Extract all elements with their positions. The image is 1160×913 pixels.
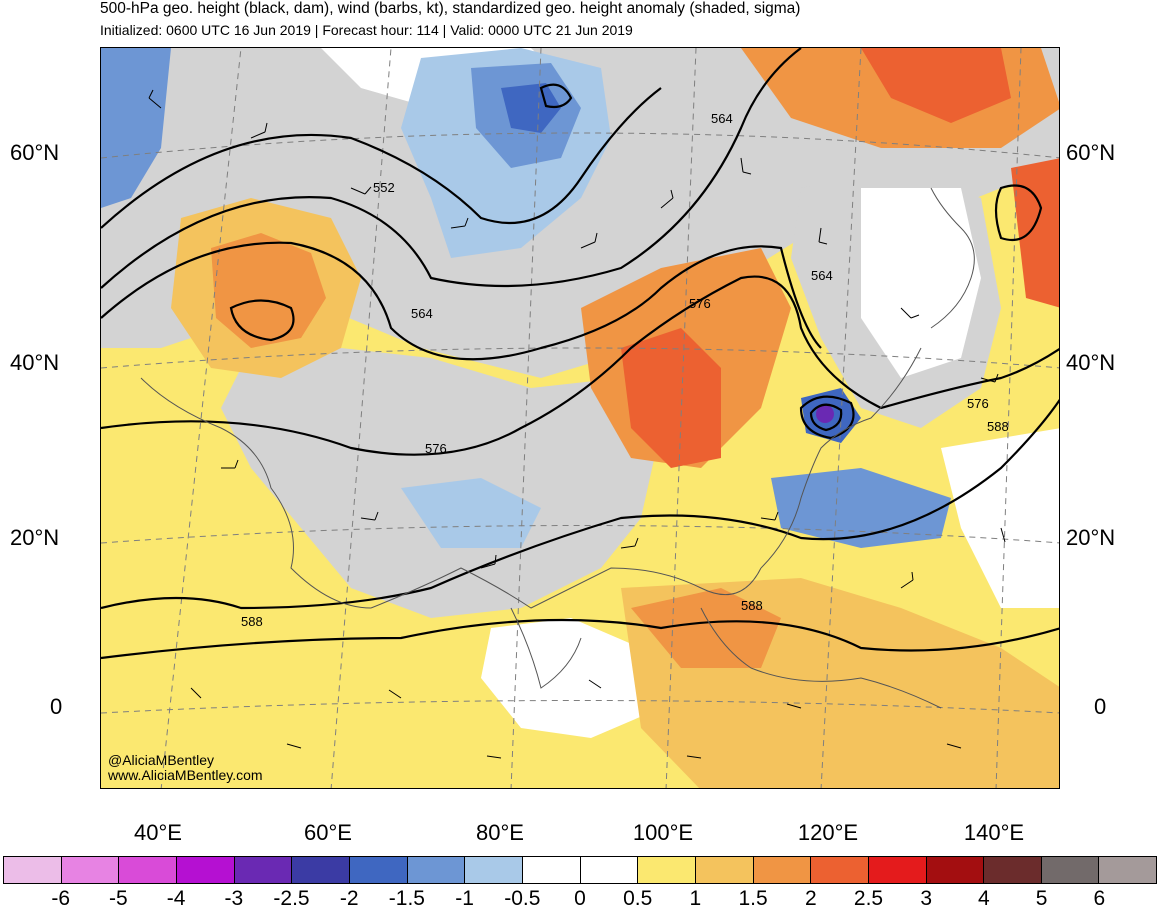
colorbar-label: -3 — [224, 887, 244, 910]
contour-label: 576 — [689, 296, 711, 311]
contour-label: 576 — [967, 396, 989, 411]
contour-label: 564 — [411, 306, 433, 321]
lat-label-20n-right: 20°N — [1066, 525, 1116, 550]
colorbar-swatch — [176, 857, 235, 883]
wind-barbs — [148, 89, 1006, 759]
contour-label: 576 — [425, 441, 447, 456]
colorbar-label: -2.5 — [273, 887, 310, 910]
lon-label-60e: 60°E — [304, 820, 352, 845]
lon-label-80e: 80°E — [476, 820, 524, 845]
colorbar-swatch — [695, 857, 754, 883]
colorbar-swatch — [984, 857, 1042, 883]
shade-white-indian — [481, 618, 661, 738]
map-panel: 552 564 564 564 576 576 576 588 588 588 — [100, 47, 1060, 789]
shade-ridge-pacific — [1011, 158, 1059, 308]
colorbar-label: -6 — [51, 887, 71, 910]
shade-trough-north-core — [501, 83, 561, 133]
colorbar-label: -5 — [109, 887, 128, 910]
contour-label: 564 — [811, 268, 833, 283]
colorbar-swatch — [522, 857, 581, 883]
colorbar-swatch — [1041, 857, 1100, 883]
contour-label-group: 552 564 564 564 576 576 576 588 588 588 — [241, 111, 1009, 629]
lat-label-0-right: 0 — [1094, 694, 1107, 719]
lat-label-40n-left: 40°N — [10, 350, 60, 375]
colorbar-swatch — [580, 857, 639, 883]
colorbar-label: 1.5 — [738, 887, 768, 910]
coastlines — [140, 187, 975, 709]
credit-handle: @AliciaMBentley — [108, 752, 215, 768]
colorbar-swatch — [1099, 857, 1157, 883]
shade-ridge-siberia-inner — [861, 48, 1011, 123]
contour-label: 564 — [711, 111, 733, 126]
colorbar-label: -4 — [166, 887, 186, 910]
contour-label: 588 — [741, 598, 763, 613]
map-subtitle: Initialized: 0600 UTC 16 Jun 2019 | Fore… — [100, 22, 633, 38]
lon-label-140e: 140°E — [963, 820, 1025, 845]
colorbar-label: -1 — [455, 887, 474, 910]
colorbar-swatch — [234, 857, 293, 883]
colorbar-label: -1.5 — [388, 887, 425, 910]
colorbar-swatch — [292, 857, 350, 883]
colorbar-label: -0.5 — [504, 887, 541, 910]
colorbar-label: 0.5 — [623, 887, 653, 910]
lon-label-40e: 40°E — [134, 820, 182, 845]
shade-tropics-deep — [631, 588, 781, 668]
colorbar-label: 3 — [920, 887, 933, 910]
lon-label-100e: 100°E — [632, 820, 694, 845]
shade-low-core — [816, 405, 834, 423]
colorbar-swatch — [465, 857, 523, 883]
colorbar-label: 6 — [1093, 887, 1106, 910]
lat-label-0-left: 0 — [50, 694, 63, 719]
anomaly-colorbar — [3, 856, 1157, 884]
colorbar-swatch — [119, 857, 177, 883]
colorbar-label: 2 — [804, 887, 817, 910]
colorbar-swatch — [407, 857, 466, 883]
colorbar-swatch — [638, 857, 696, 883]
contour-label: 588 — [241, 614, 263, 629]
contour-label: 588 — [987, 419, 1009, 434]
shade-ridge-caspian-inner — [211, 233, 326, 348]
shade-ridge-china-inner — [621, 328, 721, 468]
graticule — [101, 48, 1059, 788]
colorbar-swatch — [61, 857, 120, 883]
shade-white-east — [861, 188, 981, 378]
shade-trough-northwest — [101, 48, 171, 208]
colorbar-swatch — [926, 857, 985, 883]
colorbar-swatch — [753, 857, 812, 883]
map-title: 500-hPa geo. height (black, dam), wind (… — [100, 0, 801, 17]
colorbar-label: 0 — [574, 887, 586, 910]
lon-label-120e: 120°E — [797, 820, 859, 845]
shade-trough-taiwan — [771, 468, 951, 548]
lat-label-60n-left: 60°N — [10, 140, 60, 165]
colorbar-label: 4 — [978, 887, 990, 910]
colorbar-label: 1 — [689, 887, 702, 910]
colorbar-label: 5 — [1035, 887, 1048, 910]
colorbar-swatch — [349, 857, 408, 883]
colorbar-label: 2.5 — [853, 887, 884, 910]
colorbar-swatch — [4, 857, 62, 883]
lat-label-60n-right: 60°N — [1066, 140, 1116, 165]
credit-website: www.AliciaMBentley.com — [108, 767, 263, 783]
shade-trough-tibet — [401, 478, 541, 548]
contour-label: 552 — [373, 180, 395, 195]
map-canvas: 552 564 564 564 576 576 576 588 588 588 — [101, 48, 1059, 788]
colorbar-swatch — [868, 857, 927, 883]
lat-label-20n-left: 20°N — [10, 525, 60, 550]
shade-white-pacific — [941, 428, 1059, 608]
colorbar-label: -2 — [339, 887, 359, 910]
colorbar-swatch — [811, 857, 869, 883]
height-contours — [101, 48, 1059, 660]
lat-label-40n-right: 40°N — [1066, 350, 1116, 375]
